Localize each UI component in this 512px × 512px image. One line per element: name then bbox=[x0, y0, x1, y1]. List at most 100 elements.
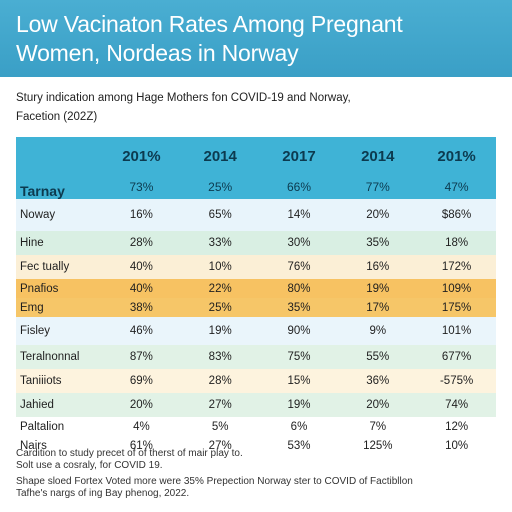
table-cell: 20% bbox=[338, 199, 418, 231]
table-cell: 19% bbox=[338, 279, 418, 298]
table-row: Jahied 20% 27% 19% 20% 74% bbox=[16, 393, 496, 417]
year-header: 2017 bbox=[259, 137, 339, 175]
footnote-line: Shape sloed Fortex Voted more were 35% P… bbox=[16, 476, 413, 487]
table-cell: 20% bbox=[338, 393, 418, 417]
table-cell: -575% bbox=[417, 369, 496, 393]
table-cell: 18% bbox=[417, 231, 496, 255]
header-value: 25% bbox=[180, 175, 260, 199]
table-cell: 35% bbox=[259, 298, 339, 317]
header-value: 73% bbox=[102, 175, 181, 199]
table-row: Pnafios 40% 22% 80% 19% 109% bbox=[16, 279, 496, 298]
page-title: Low Vacinaton Rates Among Pregnant Women… bbox=[16, 10, 496, 68]
subtitle-line-1: Stury indication among Hage Mothers fon … bbox=[16, 92, 351, 104]
table-cell: 40% bbox=[102, 279, 181, 298]
table-header-values-row: 73% 25% 66% 77% 47% bbox=[16, 175, 496, 199]
table-cell: 109% bbox=[417, 279, 496, 298]
row-label: Noway bbox=[16, 199, 102, 231]
table-cell: 69% bbox=[102, 369, 181, 393]
row-label: Fisley bbox=[16, 317, 102, 345]
row-label: Jahied bbox=[16, 393, 102, 417]
table-header-row: Tarnay 201% 2014 2017 2014 201% bbox=[16, 137, 496, 199]
row-label: Nairs bbox=[16, 436, 102, 455]
footnote-line: Tafhe's nargs of ing Bay phenog, 2022. bbox=[16, 487, 190, 499]
table-cell: 172% bbox=[417, 255, 496, 279]
title-line-2: Women, Nordeas in Norway bbox=[16, 40, 299, 66]
table-cell: 33% bbox=[180, 231, 260, 255]
subtitle: Stury indication among Hage Mothers fon … bbox=[16, 89, 496, 127]
table-cell: 19% bbox=[259, 393, 339, 417]
header-value: 47% bbox=[417, 175, 496, 199]
table-cell: 74% bbox=[417, 393, 496, 417]
data-table-container: Tarnay 201% 2014 2017 2014 201% 73% 25% … bbox=[16, 137, 496, 455]
table-cell: 38% bbox=[102, 298, 181, 317]
table-cell: 9% bbox=[338, 317, 418, 345]
row-label: Paltalion bbox=[16, 417, 102, 436]
table-row: Teralnonnal 87% 83% 75% 55% 677% bbox=[16, 345, 496, 369]
table-row: Paltalion 4% 5% 6% 7% 12% bbox=[16, 417, 496, 436]
table-cell: 87% bbox=[102, 345, 181, 369]
table-cell: 17% bbox=[338, 298, 418, 317]
table-cell: 75% bbox=[259, 345, 339, 369]
table-cell: 12% bbox=[417, 417, 496, 436]
corner-label: Tarnay bbox=[16, 137, 102, 199]
table-cell: 40% bbox=[102, 255, 181, 279]
table-cell: 46% bbox=[102, 317, 181, 345]
table-cell: 27% bbox=[180, 436, 260, 455]
title-banner: Low Vacinaton Rates Among Pregnant Women… bbox=[0, 0, 512, 77]
table-cell: 36% bbox=[338, 369, 418, 393]
title-line-1: Low Vacinaton Rates Among Pregnant bbox=[16, 11, 403, 37]
table-cell: 10% bbox=[417, 436, 496, 455]
table-cell: 10% bbox=[180, 255, 260, 279]
row-label: Emg bbox=[16, 298, 102, 317]
data-table: Tarnay 201% 2014 2017 2014 201% 73% 25% … bbox=[16, 137, 496, 455]
table-cell: 28% bbox=[102, 231, 181, 255]
row-label: Fec tually bbox=[16, 255, 102, 279]
table-cell: 6% bbox=[259, 417, 339, 436]
table-cell: 55% bbox=[338, 345, 418, 369]
row-label: Hine bbox=[16, 231, 102, 255]
table-cell: 76% bbox=[259, 255, 339, 279]
table-cell: 25% bbox=[180, 298, 260, 317]
table-cell: 16% bbox=[102, 199, 181, 231]
row-label: Teralnonnal bbox=[16, 345, 102, 369]
year-header: 201% bbox=[102, 137, 181, 175]
table-cell: 80% bbox=[259, 279, 339, 298]
table-cell: 61% bbox=[102, 436, 181, 455]
table-cell: 28% bbox=[180, 369, 260, 393]
table-cell: 22% bbox=[180, 279, 260, 298]
table-cell: 27% bbox=[180, 393, 260, 417]
table-row: Fisley 46% 19% 90% 9% 101% bbox=[16, 317, 496, 345]
table-row: Taniiiots 69% 28% 15% 36% -575% bbox=[16, 369, 496, 393]
year-header: 2014 bbox=[338, 137, 418, 175]
subtitle-line-2: Facetion (202Z) bbox=[16, 111, 98, 123]
table-cell: 4% bbox=[102, 417, 181, 436]
table-row: Hine 28% 33% 30% 35% 18% bbox=[16, 231, 496, 255]
table-cell: 90% bbox=[259, 317, 339, 345]
footnote-line: Cardition to study precet of of therst o… bbox=[16, 448, 243, 459]
table-cell: 83% bbox=[180, 345, 260, 369]
year-header: 201% bbox=[417, 137, 496, 175]
table-cell: $86% bbox=[417, 199, 496, 231]
table-row: Nairs 61% 27% 53% 125% 10% bbox=[16, 436, 496, 455]
table-cell: 7% bbox=[338, 417, 418, 436]
footnote-line: Solt use a cosraly, for COVID 19. bbox=[16, 459, 163, 471]
table-cell: 5% bbox=[180, 417, 260, 436]
table-cell: 53% bbox=[259, 436, 339, 455]
table-cell: 14% bbox=[259, 199, 339, 231]
table-cell: 125% bbox=[338, 436, 418, 455]
table-cell: 19% bbox=[180, 317, 260, 345]
table-cell: 16% bbox=[338, 255, 418, 279]
footnotes: Cardition to study precet of of therst o… bbox=[16, 448, 496, 499]
header-value: 66% bbox=[259, 175, 339, 199]
row-label: Taniiiots bbox=[16, 369, 102, 393]
header-value: 77% bbox=[338, 175, 418, 199]
table-cell: 30% bbox=[259, 231, 339, 255]
table-cell: 65% bbox=[180, 199, 260, 231]
table-cell: 20% bbox=[102, 393, 181, 417]
table-row: Fec tually 40% 10% 76% 16% 172% bbox=[16, 255, 496, 279]
table-cell: 35% bbox=[338, 231, 418, 255]
table-row: Noway 16% 65% 14% 20% $86% bbox=[16, 199, 496, 231]
table-cell: 175% bbox=[417, 298, 496, 317]
table-cell: 101% bbox=[417, 317, 496, 345]
table-cell: 15% bbox=[259, 369, 339, 393]
